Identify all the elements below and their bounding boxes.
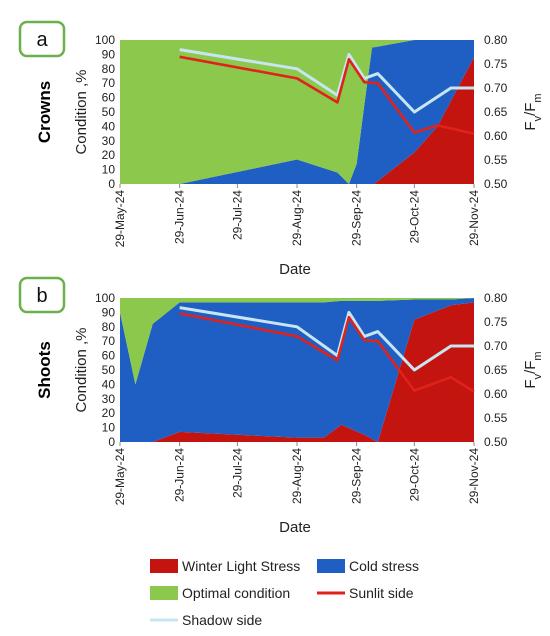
legend-label-sunlit: Sunlit side	[349, 585, 414, 601]
panel-label: a	[36, 29, 48, 51]
y-tick-label: 50	[102, 363, 116, 377]
y-right-tick-label: 0.55	[484, 411, 508, 425]
x-tick-label: 29-Jul-24	[230, 190, 244, 240]
y-tick-label: 30	[102, 134, 116, 148]
area-optimal	[120, 40, 474, 184]
line-shadow	[179, 306, 474, 372]
legend-swatch-optimal	[150, 586, 178, 600]
x-tick-label: 29-May-24	[113, 448, 127, 506]
y-tick-label: 0	[108, 435, 115, 449]
panel-label-box	[18, 276, 66, 314]
y-right-tick-label: 0.50	[484, 177, 508, 191]
line-sunlit	[179, 55, 475, 135]
y-tick-label: 10	[102, 421, 116, 435]
y-tick-label: 20	[102, 406, 116, 420]
y-tick-label: 40	[102, 119, 116, 133]
legend-swatch-winter	[150, 559, 178, 573]
y-right-tick-label: 0.80	[484, 33, 508, 47]
y-right-tick-label: 0.50	[484, 435, 508, 449]
x-tick-label: 29-Nov-24	[467, 448, 481, 504]
x-axis-title: Date	[279, 261, 311, 278]
area-optimal	[120, 298, 474, 385]
panel-label-box	[18, 20, 66, 58]
line-shadow	[179, 48, 474, 114]
x-tick-label: 29-Oct-24	[407, 190, 421, 244]
y-right-tick-label: 0.80	[484, 291, 508, 305]
y-tick-label: 60	[102, 349, 116, 363]
y-tick-label: 90	[102, 305, 116, 319]
y-right-tick-label: 0.75	[484, 57, 508, 71]
y-tick-label: 70	[102, 334, 116, 348]
y-right-tick-label: 0.65	[484, 363, 508, 377]
y-axis-title: Condition ,%	[73, 69, 90, 154]
legend-swatch-cold	[317, 559, 345, 573]
y-right-tick-label: 0.55	[484, 153, 508, 167]
y-right-tick-label: 0.60	[484, 129, 508, 143]
legend-label-winter: Winter Light Stress	[182, 558, 300, 574]
y-tick-label: 40	[102, 377, 116, 391]
x-tick-label: 29-Sep-24	[350, 190, 364, 246]
y-tick-label: 30	[102, 392, 116, 406]
x-tick-label: 29-May-24	[113, 190, 127, 248]
area-cold	[120, 40, 474, 184]
x-tick-label: 29-Jun-24	[173, 448, 187, 502]
y-right-axis-title: Fv/Fm	[522, 93, 544, 130]
y-right-tick-label: 0.70	[484, 339, 508, 353]
legend-label-shadow: Shadow side	[182, 612, 262, 628]
y-right-tick-label: 0.65	[484, 105, 508, 119]
y-tick-label: 10	[102, 163, 116, 177]
y-tick-label: 50	[102, 105, 116, 119]
row-label: Shoots	[35, 341, 54, 399]
legend-label-cold: Cold stress	[349, 558, 419, 574]
y-axis-title: Condition ,%	[73, 327, 90, 412]
panel-label: b	[36, 285, 47, 307]
x-tick-label: 29-Jul-24	[230, 448, 244, 498]
y-tick-label: 80	[102, 320, 116, 334]
y-tick-label: 0	[108, 177, 115, 191]
y-tick-label: 90	[102, 47, 116, 61]
legend-label-optimal: Optimal condition	[182, 585, 290, 601]
y-right-axis-title: Fv/Fm	[522, 351, 544, 388]
x-tick-label: 29-Aug-24	[290, 190, 304, 246]
x-tick-label: 29-Sep-24	[350, 448, 364, 504]
y-right-tick-label: 0.70	[484, 81, 508, 95]
area-cold	[120, 298, 474, 442]
x-tick-label: 29-Nov-24	[467, 190, 481, 246]
x-tick-label: 29-Jun-24	[173, 190, 187, 244]
y-tick-label: 100	[95, 291, 115, 305]
y-right-tick-label: 0.60	[484, 387, 508, 401]
area-winter	[120, 57, 474, 184]
line-sunlit	[179, 312, 475, 393]
y-right-tick-label: 0.75	[484, 315, 508, 329]
legend: Winter Light Stress Cold stress Optimal co…	[150, 558, 419, 628]
area-winter	[120, 302, 474, 442]
y-tick-label: 60	[102, 91, 116, 105]
y-tick-label: 20	[102, 148, 116, 162]
y-tick-label: 70	[102, 76, 116, 90]
x-tick-label: 29-Oct-24	[407, 448, 421, 502]
x-tick-label: 29-Aug-24	[290, 448, 304, 504]
x-axis-title: Date	[279, 519, 311, 536]
y-tick-label: 80	[102, 62, 116, 76]
y-tick-label: 100	[95, 33, 115, 47]
row-label: Crowns	[35, 81, 54, 143]
